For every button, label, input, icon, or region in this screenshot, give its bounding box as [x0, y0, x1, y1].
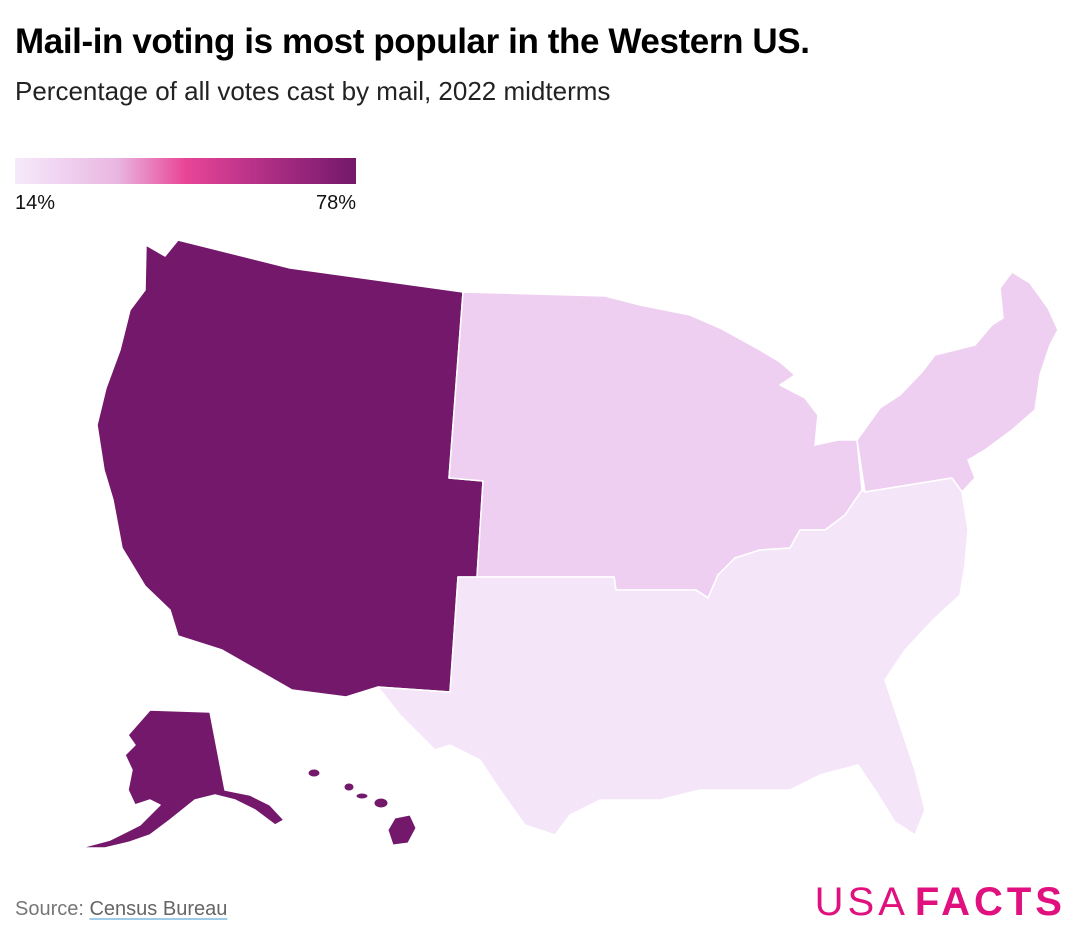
us-region-map — [79, 239, 1059, 849]
source-note: Source: Census Bureau — [15, 898, 227, 921]
region-west-hawaii[interactable] — [307, 768, 417, 846]
legend-min-label: 14% — [15, 192, 56, 214]
region-west-alaska[interactable] — [79, 709, 285, 849]
source-prefix: Source: — [15, 898, 90, 920]
region-south[interactable] — [377, 477, 969, 836]
logo-usa-text: USA — [814, 880, 909, 924]
usafacts-logo: USA FACTS — [815, 880, 1066, 925]
page-title: Mail-in voting is most popular in the We… — [15, 22, 810, 61]
legend-max-label: 78% — [315, 192, 356, 214]
legend-gradient-bar — [15, 158, 356, 184]
logo-facts-text: FACTS — [914, 880, 1066, 924]
color-legend: 14% 78% — [15, 158, 356, 214]
page-subtitle: Percentage of all votes cast by mail, 20… — [15, 76, 611, 106]
region-west[interactable] — [96, 239, 484, 698]
source-link[interactable]: Census Bureau — [89, 898, 228, 920]
region-northeast[interactable] — [856, 271, 1059, 493]
